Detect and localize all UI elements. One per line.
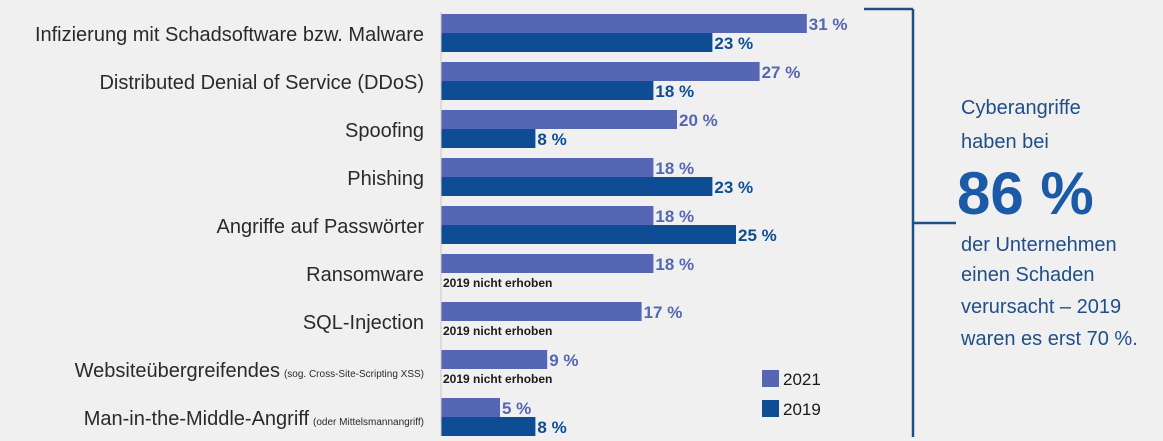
bar-2021: [441, 206, 654, 225]
bar-2019: [441, 81, 654, 100]
category-label-sub: (sog. Cross-Site-Scripting XSS): [284, 369, 424, 380]
category-label-main: Websiteübergreifendes: [75, 360, 280, 382]
bar-2021: [441, 62, 760, 81]
value-label-2021: 9 %: [549, 351, 578, 370]
value-label-2021: 18 %: [655, 159, 694, 178]
value-label-2019: 23 %: [714, 178, 753, 197]
category-label-main: Angriffe auf Passwörter: [216, 216, 424, 238]
value-label-2019: 25 %: [738, 226, 777, 245]
value-label-2021: 20 %: [679, 111, 718, 130]
category-label-main: Man-in-the-Middle-Angriff: [84, 408, 310, 430]
value-label-2021: 17 %: [644, 303, 683, 322]
bar-2021: [441, 14, 807, 33]
legend-label-2019: 2019: [783, 400, 821, 419]
value-label-2019: 8 %: [537, 130, 566, 149]
value-label-2021: 31 %: [809, 15, 848, 34]
summary-line-6: waren es erst 70 %.: [960, 328, 1138, 350]
not-collected-note: 2019 nicht erhoben: [443, 276, 552, 290]
summary-big-number: 86 %: [957, 160, 1094, 227]
bar-2019: [441, 225, 736, 244]
category-label: Distributed Denial of Service (DDoS): [99, 72, 424, 94]
not-collected-note: 2019 nicht erhoben: [443, 372, 552, 386]
legend-swatch-2021: [762, 370, 779, 387]
summary-panel: Cyberangriffe haben bei 86 % der Unterne…: [957, 97, 1138, 350]
legend-label-2021: 2021: [783, 370, 821, 389]
category-label-main: Spoofing: [345, 120, 424, 142]
bar-2021: [441, 398, 500, 417]
category-label: Phishing: [347, 168, 424, 190]
bar-2021: [441, 302, 642, 321]
legend-swatch-2019: [762, 400, 779, 417]
summary-line-1: Cyberangriffe: [961, 97, 1081, 119]
category-label: SQL-Injection: [303, 312, 424, 334]
bar-2019: [441, 33, 713, 52]
category-label: Ransomware: [306, 264, 424, 286]
value-label-2019: 18 %: [655, 82, 694, 101]
category-label-main: SQL-Injection: [303, 312, 424, 334]
value-label-2021: 27 %: [762, 63, 801, 82]
bar-2019: [441, 129, 536, 148]
summary-line-2: haben bei: [961, 131, 1049, 153]
not-collected-note: 2019 nicht erhoben: [443, 324, 552, 338]
bar-2021: [441, 254, 654, 273]
bar-2019: [441, 417, 536, 436]
summary-bracket: [864, 7, 956, 437]
category-label-main: Ransomware: [306, 264, 424, 286]
category-label: Infizierung mit Schadsoftware bzw. Malwa…: [35, 24, 424, 46]
summary-line-3: der Unternehmen: [961, 234, 1117, 256]
category-label: Spoofing: [345, 120, 424, 142]
chart-rows: Infizierung mit Schadsoftware bzw. Malwa…: [35, 12, 848, 437]
value-label-2021: 18 %: [655, 255, 694, 274]
value-label-2021: 5 %: [502, 399, 531, 418]
category-label-sub: (oder Mittelsmannangriff): [313, 417, 424, 428]
value-label-2021: 18 %: [655, 207, 694, 226]
bar-2021: [441, 158, 654, 177]
bar-2021: [441, 350, 548, 369]
value-label-2019: 23 %: [714, 34, 753, 53]
value-label-2019: 8 %: [537, 418, 566, 437]
category-label: Man-in-the-Middle-Angriff (oder Mittelsma…: [84, 408, 424, 430]
category-label-main: Infizierung mit Schadsoftware bzw. Malwa…: [35, 24, 424, 46]
bar-2021: [441, 110, 677, 129]
summary-line-5: verursacht – 2019: [961, 296, 1121, 318]
category-label-main: Phishing: [347, 168, 424, 190]
category-label-main: Distributed Denial of Service (DDoS): [99, 72, 424, 94]
legend: 2021 2019: [762, 370, 821, 419]
category-label: Angriffe auf Passwörter: [216, 216, 424, 238]
bar-2019: [441, 177, 713, 196]
category-label: Websiteübergreifendes (sog. Cross-Site-Sc…: [75, 360, 424, 382]
summary-line-4: einen Schaden: [961, 264, 1094, 286]
